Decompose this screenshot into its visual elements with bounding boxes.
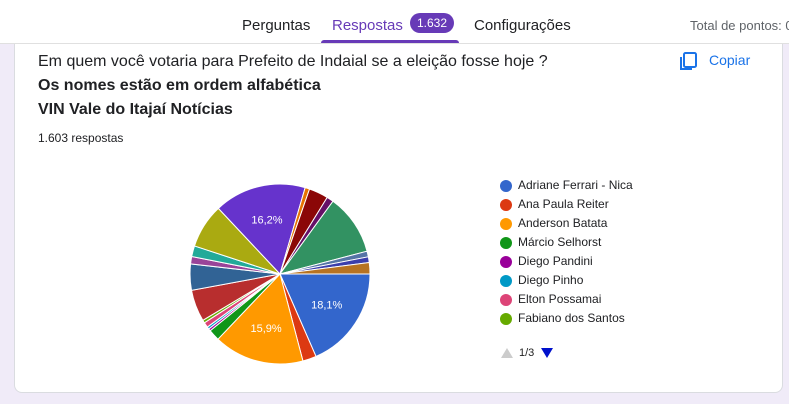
legend-next-page-icon[interactable] bbox=[540, 347, 554, 359]
question-subtitle-order: Os nomes estão em ordem alfabética bbox=[38, 77, 321, 94]
responses-count-badge: 1.632 bbox=[410, 13, 455, 33]
legend-label: Ana Paula Reiter bbox=[518, 197, 609, 211]
copy-button-label: Copiar bbox=[709, 52, 751, 68]
legend-label: Diego Pandini bbox=[518, 254, 593, 268]
pie-slice-label-3: 15,9% bbox=[251, 323, 282, 335]
legend-label: Adriane Ferrari - Nica bbox=[518, 178, 633, 192]
question-title: Em quem você votaria para Prefeito de In… bbox=[38, 53, 548, 70]
copy-icon bbox=[680, 52, 697, 70]
response-count: 1.603 respostas bbox=[38, 131, 124, 145]
tab-perguntas[interactable]: Perguntas bbox=[242, 17, 311, 34]
question-subtitle-source: VIN Vale do Itajaí Notícias bbox=[38, 101, 233, 118]
legend-swatch bbox=[500, 294, 512, 306]
legend-swatch bbox=[500, 256, 512, 268]
legend-label: Elton Possamai bbox=[518, 292, 602, 306]
total-points-label: Total de pontos: 0 bbox=[690, 18, 789, 33]
legend-swatch bbox=[500, 180, 512, 192]
legend-prev-page-icon[interactable] bbox=[500, 347, 514, 359]
top-tab-bar: Perguntas Respostas 1.632 Configurações … bbox=[0, 0, 789, 44]
legend-label: Fabiano dos Santos bbox=[518, 311, 625, 325]
legend-label: Márcio Selhorst bbox=[518, 235, 602, 249]
question-summary-card bbox=[14, 44, 783, 393]
pie-slice-21[interactable] bbox=[279, 261, 371, 275]
tab-configuracoes[interactable]: Configurações bbox=[474, 17, 571, 34]
pie-slice-label-1: 18,1% bbox=[311, 300, 342, 312]
pie-slice-3[interactable] bbox=[217, 273, 304, 365]
legend-swatch bbox=[500, 199, 512, 211]
active-tab-indicator bbox=[321, 40, 459, 43]
tab-respostas[interactable]: Respostas bbox=[332, 17, 403, 34]
legend-label: Diego Pinho bbox=[518, 273, 584, 287]
legend-swatch bbox=[500, 313, 512, 325]
legend-page-indicator: 1/3 bbox=[519, 347, 535, 359]
legend-label: Anderson Batata bbox=[518, 216, 608, 230]
legend-swatch bbox=[500, 275, 512, 287]
pie-slice-label-14: 16,2% bbox=[251, 215, 282, 227]
legend-swatch bbox=[500, 237, 512, 249]
legend-swatch bbox=[500, 218, 512, 230]
pie-slice-14[interactable] bbox=[217, 183, 306, 275]
pie-slice-1[interactable] bbox=[279, 273, 371, 358]
pie-chart: 18,1% 15,9% 16,2% bbox=[189, 183, 371, 365]
